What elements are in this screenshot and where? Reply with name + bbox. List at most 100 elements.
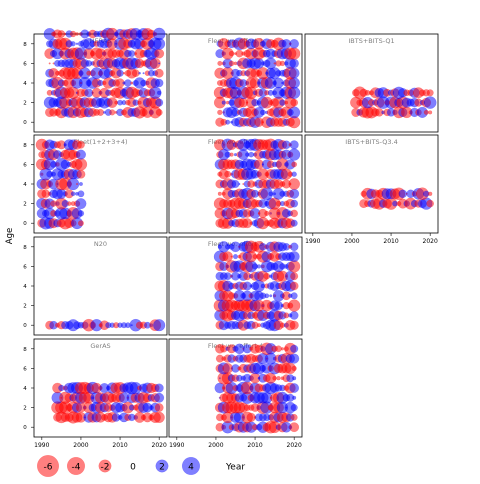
bubble-point [230,255,233,258]
y-tick-label: 6 [23,162,27,168]
bubble-point [77,210,85,217]
bubble-point [423,96,437,109]
y-tick-label: 4 [23,182,27,188]
y-tick-label: 4 [23,81,27,87]
bubble-point [288,251,300,263]
bubble-point [155,98,164,107]
bubble-point [280,347,285,351]
bubble-point [290,219,298,227]
legend-bubble [37,455,59,477]
bubble-point [290,413,298,421]
bubble-point [288,67,300,79]
bubble-point [269,294,273,298]
y-tick-label: 6 [23,264,27,270]
x-tick-label: 2020 [152,442,167,449]
bubble-point [288,47,301,60]
panel-frame-ibts-bits-q34 [304,134,439,234]
bubble-point [272,375,277,381]
bubble-point [57,30,66,38]
bubble-point [292,395,297,400]
bubble-point [153,319,166,332]
bubble-point [77,220,84,227]
panel-frame-fleet-wo-effort-2 [168,134,303,234]
bubble-point [289,320,299,330]
bubble-point [75,42,79,46]
x-axis-label: Year [225,463,245,473]
bubble-point [279,60,286,67]
bubble-point [292,376,297,381]
bubble-point [264,210,270,216]
bubble-point [232,254,239,260]
bubble-point [157,90,162,95]
bubble-point [264,293,270,299]
bubble-point [289,58,299,69]
bubble-point [426,199,434,208]
panel-title-fleet-1234: Fleet(1+2+3+4) [73,138,127,146]
bubble-point [423,109,429,115]
bubble-point [256,323,262,328]
x-tick-label: 2010 [112,442,127,449]
bubble-point [76,182,79,185]
x-tick-label: 1990 [169,442,184,449]
bubble-point [152,27,166,41]
bubble-point [138,71,141,75]
bubble-point [116,69,124,77]
panel-title-ibts-bits-q1: IBTS+BITS-Q1 [348,37,394,45]
bubble-point [109,109,116,116]
bubble-point [75,32,79,36]
bubble-point [217,191,222,196]
bubble-point [74,158,88,171]
y-tick-label: 4 [23,284,27,290]
bubble-point [70,191,76,197]
bubble-point [154,48,165,59]
bubble-point [78,182,83,186]
legend-bubble [98,459,112,473]
bubble-point [290,209,298,218]
legend-bubble [66,457,85,476]
bubble-point [290,272,299,281]
bubble-point [289,140,299,150]
bubble-point [75,198,87,210]
panel-title-geras: GerAS [90,342,110,350]
legend-label: 4 [188,463,194,473]
bubble-point [263,272,271,280]
bubble-point [256,264,262,269]
bubble-point [70,41,76,47]
bubble-point [290,98,299,107]
x-tick-label: 2000 [344,238,359,245]
bubble-point [224,170,232,178]
bubble-point [217,60,223,66]
y-tick-label: 0 [23,120,27,126]
bubble-point [48,62,51,65]
legend-label: 2 [159,463,165,473]
bubble-point [153,411,165,423]
y-tick-label: 2 [23,406,27,412]
bubble-point [225,119,231,125]
bubble-point [217,109,223,116]
bubble-point [291,365,297,372]
bubble-point [154,392,165,403]
legend-bubble [155,459,169,473]
y-tick-label: 6 [23,61,27,67]
legend-label: 0 [130,463,136,473]
bubble-point [288,178,300,190]
bubble-point [289,383,300,393]
bubble-point [238,182,241,185]
bubble-point [158,62,161,65]
bubble-point [288,148,301,161]
bubble-point [154,68,164,78]
y-tick-label: 2 [23,304,27,310]
bubble-point [248,151,254,158]
bubble-point [154,383,164,393]
legend-bubble [181,457,200,476]
bubble-point [128,50,136,58]
legend-label: -6 [44,463,53,473]
bubble-point [221,100,226,105]
bubble-point [289,353,300,364]
bubble-point [142,72,145,75]
legend-label: -4 [72,463,81,473]
bubble-point [289,311,299,320]
y-axis-label: Age [5,228,15,244]
bubble-point [76,169,86,179]
